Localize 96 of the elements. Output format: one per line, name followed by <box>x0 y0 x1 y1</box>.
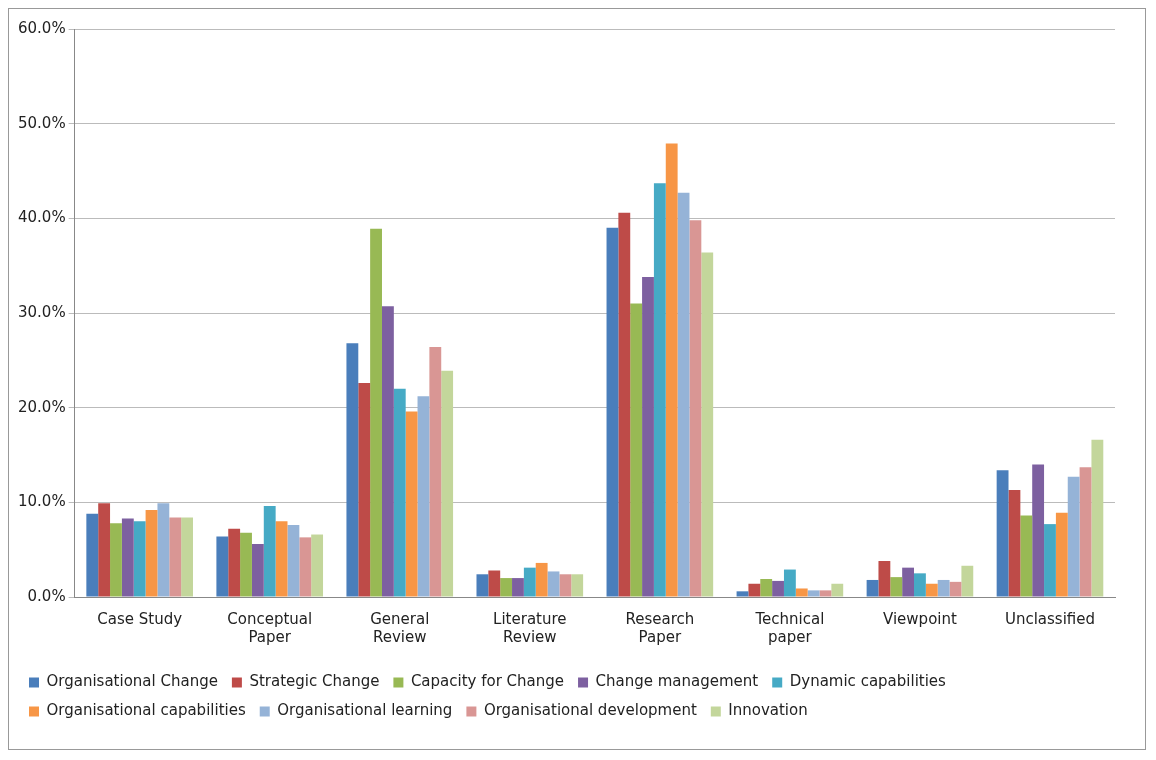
bar <box>275 521 288 597</box>
bar <box>1091 439 1104 597</box>
bar <box>1044 524 1056 597</box>
bar <box>169 517 182 597</box>
bar <box>914 573 926 597</box>
x-tick-label: Research Paper <box>625 609 695 646</box>
bar <box>736 591 749 597</box>
bar <box>500 578 513 597</box>
legend-label: Capacity for Change <box>410 672 565 691</box>
bar <box>441 370 454 597</box>
bar <box>240 532 252 597</box>
bar <box>535 562 548 597</box>
bar <box>653 183 666 597</box>
bar <box>1020 515 1033 597</box>
bar <box>571 574 584 597</box>
bar <box>760 579 773 597</box>
bar <box>866 579 879 597</box>
x-tick-label: Case Study <box>97 609 183 628</box>
bar <box>630 303 643 597</box>
bar <box>701 252 714 597</box>
y-tick-label: 30.0% <box>18 302 66 321</box>
bar <box>98 503 111 597</box>
bar <box>559 574 572 597</box>
legend-label: Organisational capabilities <box>46 701 246 720</box>
x-tick-label: General Review <box>370 609 430 646</box>
legend-label: Organisational Change <box>46 672 218 691</box>
bar <box>606 227 619 597</box>
bar <box>1079 467 1092 597</box>
x-tick-label: Literature Review <box>493 609 567 646</box>
y-tick-label: 20.0% <box>18 397 66 416</box>
bar <box>488 570 501 597</box>
bar <box>902 567 915 597</box>
bar <box>795 588 808 597</box>
bar <box>228 528 241 597</box>
bar <box>476 574 489 597</box>
bar <box>110 523 122 597</box>
bar <box>1032 464 1045 597</box>
bar <box>157 503 170 597</box>
y-tick-label: 60.0% <box>18 18 66 37</box>
bar <box>677 192 690 597</box>
bar <box>689 220 702 597</box>
legend-label: Dynamic capabilities <box>789 672 947 691</box>
bar <box>523 567 536 597</box>
x-tick-label: Conceptual Paper <box>227 609 313 646</box>
bar <box>216 536 229 597</box>
bar <box>949 581 962 597</box>
bar <box>1055 512 1068 597</box>
bar <box>346 343 359 597</box>
bar <box>547 571 560 597</box>
bar <box>429 347 442 597</box>
bar <box>642 277 654 597</box>
bar <box>890 577 903 597</box>
bar <box>831 583 844 597</box>
bar <box>287 525 300 597</box>
bar <box>86 513 99 597</box>
bar <box>772 580 784 597</box>
bar <box>925 583 938 597</box>
legend-label: Change management <box>595 672 759 691</box>
bar <box>512 578 524 597</box>
bar <box>417 396 430 597</box>
x-tick-label: Technical paper <box>754 609 825 646</box>
bar <box>251 543 264 597</box>
bar <box>961 565 974 597</box>
bar <box>145 509 158 597</box>
bar <box>299 537 312 597</box>
bar <box>358 383 371 597</box>
bar <box>665 143 678 597</box>
bar <box>370 228 382 597</box>
bar <box>618 212 631 597</box>
bar <box>1067 476 1080 597</box>
bar <box>783 569 796 597</box>
legend-label: Organisational learning <box>277 701 453 720</box>
bar <box>181 517 193 597</box>
x-tick-label: Viewpoint <box>883 609 957 628</box>
legend-label: Organisational development <box>483 701 697 720</box>
bar <box>996 470 1009 597</box>
y-tick-label: 50.0% <box>18 113 66 132</box>
bar <box>263 506 276 597</box>
bar <box>121 518 134 597</box>
bar <box>393 388 406 597</box>
bar <box>311 534 324 597</box>
y-tick-label: 40.0% <box>18 208 66 227</box>
bar <box>748 583 761 597</box>
bar <box>878 561 891 597</box>
bar <box>133 521 146 597</box>
legend-label: Strategic Change <box>249 672 380 691</box>
bar <box>405 411 418 597</box>
bar <box>819 590 832 597</box>
bar <box>1008 490 1021 597</box>
y-tick-label: 10.0% <box>18 492 66 511</box>
bar <box>381 306 394 597</box>
y-tick-label: 0.0% <box>27 586 66 605</box>
legend-label: Innovation <box>728 701 808 720</box>
bar <box>937 579 950 597</box>
x-tick-label: Unclassified <box>1004 609 1096 628</box>
bar <box>807 590 820 597</box>
